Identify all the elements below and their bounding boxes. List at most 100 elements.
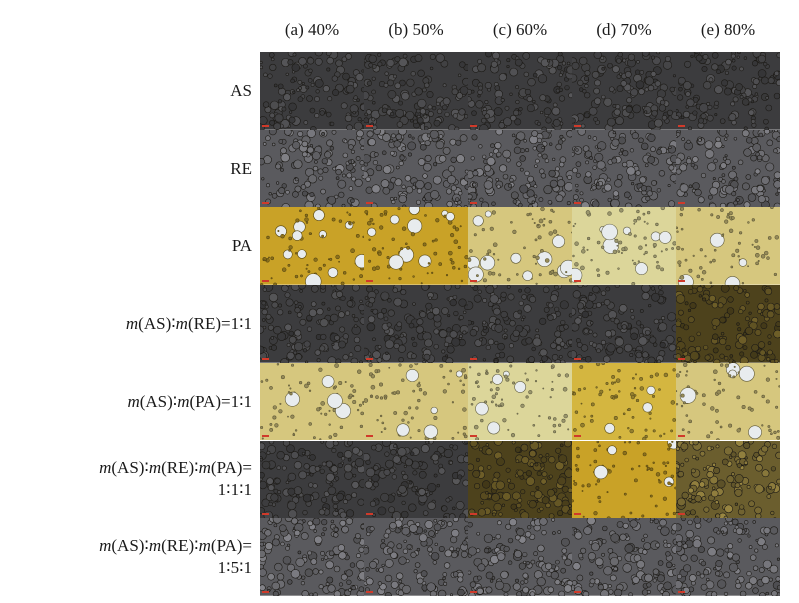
micrograph-cell [572, 129, 676, 208]
row-label-text: (AS)∶ [138, 313, 176, 333]
scale-bar [470, 280, 477, 283]
micrograph-image [468, 129, 572, 208]
micrograph-image [260, 440, 364, 519]
micrograph-image [364, 440, 468, 519]
scale-bar [470, 590, 477, 593]
row-label-text: (RE)∶ [161, 458, 199, 478]
scale-bar [262, 202, 269, 205]
micrograph-cell [364, 518, 468, 596]
micrograph-image [676, 207, 780, 286]
micrograph-image [676, 129, 780, 208]
micrograph-cell [468, 362, 572, 441]
micrograph-cell [260, 207, 364, 286]
scale-bar [574, 202, 581, 205]
micrograph-image [260, 362, 364, 441]
micrograph-cell [572, 518, 676, 596]
micrograph-cell [468, 440, 572, 519]
column-header: (a) 40% [284, 20, 340, 39]
micrograph-image [572, 440, 676, 519]
micrograph-cell [260, 285, 364, 363]
mass-symbol: m [99, 458, 112, 478]
micrograph-cell [676, 52, 780, 130]
scale-bar [262, 513, 269, 516]
row-label-text: (AS)∶ [111, 458, 149, 478]
mass-symbol: m [148, 458, 162, 478]
scale-bar [678, 280, 685, 283]
row-label-text: 1∶5∶1 [217, 558, 252, 578]
micrograph-cell [260, 52, 364, 130]
row-label: m(AS)∶m(RE)=1∶1 [0, 285, 252, 363]
row-label-line: 1∶1∶1 [218, 479, 252, 501]
micrograph-image [572, 362, 676, 441]
micrograph-image [676, 285, 780, 363]
micrograph-cell [676, 207, 780, 286]
micrograph-image [364, 362, 468, 441]
scale-bar [678, 357, 685, 360]
micrograph-cell [364, 362, 468, 441]
micrograph-image [468, 207, 572, 286]
scale-bar [262, 124, 269, 127]
scale-bar [262, 435, 269, 438]
micrograph-image [572, 518, 676, 596]
micrograph-cell [572, 285, 676, 363]
micrograph-cell [572, 207, 676, 286]
row-label: AS [0, 52, 252, 130]
micrograph-cell [676, 129, 780, 208]
scale-bar [366, 124, 373, 127]
micrograph-image [364, 207, 468, 286]
micrograph-cell [260, 440, 364, 519]
row-label-text: PA [231, 236, 252, 256]
scale-bar [574, 357, 581, 360]
scale-bar [470, 202, 477, 205]
micrograph-image [260, 52, 364, 130]
row-label-text: (RE)∶ [161, 536, 199, 556]
row-label-text: 1∶1∶1 [217, 480, 252, 500]
scale-bar [366, 435, 373, 438]
scale-bar [678, 590, 685, 593]
scale-bar [366, 202, 373, 205]
micrograph-image [364, 518, 468, 596]
mass-symbol: m [125, 313, 139, 333]
scale-bar [574, 124, 581, 127]
micrograph-image [572, 129, 676, 208]
micrograph-image [364, 52, 468, 130]
row-label-text: (RE)=1∶1 [187, 313, 252, 333]
micrograph-cell [676, 518, 780, 596]
row-label-line: m(AS)∶m(RE)∶m(PA)= [99, 457, 252, 479]
micrograph-cell [468, 207, 572, 286]
scale-bar [574, 513, 581, 516]
scale-bar [470, 435, 477, 438]
scale-bar [262, 590, 269, 593]
micrograph-image [260, 207, 364, 286]
column-header: (c) 60% [492, 20, 548, 39]
micrograph-image [468, 362, 572, 441]
row-label-text: (PA)= [210, 458, 252, 478]
micrograph-cell [364, 440, 468, 519]
scale-bar [678, 202, 685, 205]
micrograph-cell [260, 518, 364, 596]
micrograph-cell [260, 129, 364, 208]
row-label: m(AS)∶m(RE)∶m(PA)= 1∶5∶1 [0, 518, 252, 596]
row-label-line: m(AS)∶m(RE)∶m(PA)= [99, 535, 252, 557]
micrograph-image [260, 285, 364, 363]
micrograph-cell [572, 362, 676, 441]
micrograph-image [572, 52, 676, 130]
micrograph-image [676, 52, 780, 130]
row-label: m(AS)∶m(PA)=1∶1 [0, 363, 252, 441]
mass-symbol: m [127, 391, 140, 411]
micrograph-image [364, 285, 468, 363]
micrograph-cell [364, 129, 468, 208]
scale-bar [678, 435, 685, 438]
scale-bar [366, 357, 373, 360]
column-header: (e) 80% [700, 20, 756, 39]
scale-bar [262, 280, 269, 283]
micrograph-cell [572, 52, 676, 130]
row-label-line: m(AS)∶m(PA)=1∶1 [127, 391, 252, 413]
micrograph-grid [260, 52, 780, 596]
micrograph-cell [676, 362, 780, 441]
row-label-line: 1∶5∶1 [218, 557, 252, 579]
scale-bar [574, 435, 581, 438]
micrograph-image [676, 518, 780, 596]
micrograph-image [676, 440, 780, 519]
row-label-text: (PA)=1∶1 [189, 391, 252, 411]
